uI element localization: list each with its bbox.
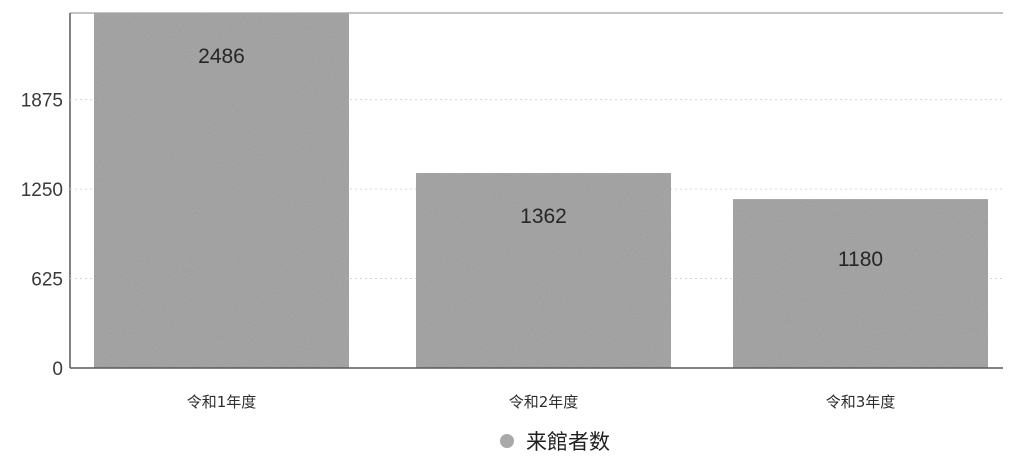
y-tick-label: 625	[31, 270, 63, 291]
bar-data-label: 1180	[838, 248, 883, 271]
y-tick-label: 1875	[21, 91, 63, 112]
bar	[732, 199, 989, 368]
data-labels: 2486 1362 1180	[198, 45, 883, 271]
legend-swatch	[500, 434, 514, 448]
bar	[93, 13, 350, 368]
bars	[93, 13, 989, 368]
legend-label: 来館者数	[526, 430, 610, 454]
y-axis-ticks: 0 625 1250 1875	[21, 91, 63, 380]
x-category-label: 令和3年度	[826, 393, 896, 411]
bar-data-label: 1362	[520, 205, 567, 228]
y-tick-label: 0	[52, 359, 63, 380]
x-category-label: 令和1年度	[187, 393, 257, 411]
bar	[415, 173, 672, 368]
x-axis-labels: 令和1年度 令和2年度 令和3年度	[187, 393, 896, 411]
legend: 来館者数	[500, 430, 610, 454]
y-tick-label: 1250	[21, 180, 63, 201]
x-category-label: 令和2年度	[509, 393, 579, 411]
bar-data-label: 2486	[198, 45, 245, 68]
